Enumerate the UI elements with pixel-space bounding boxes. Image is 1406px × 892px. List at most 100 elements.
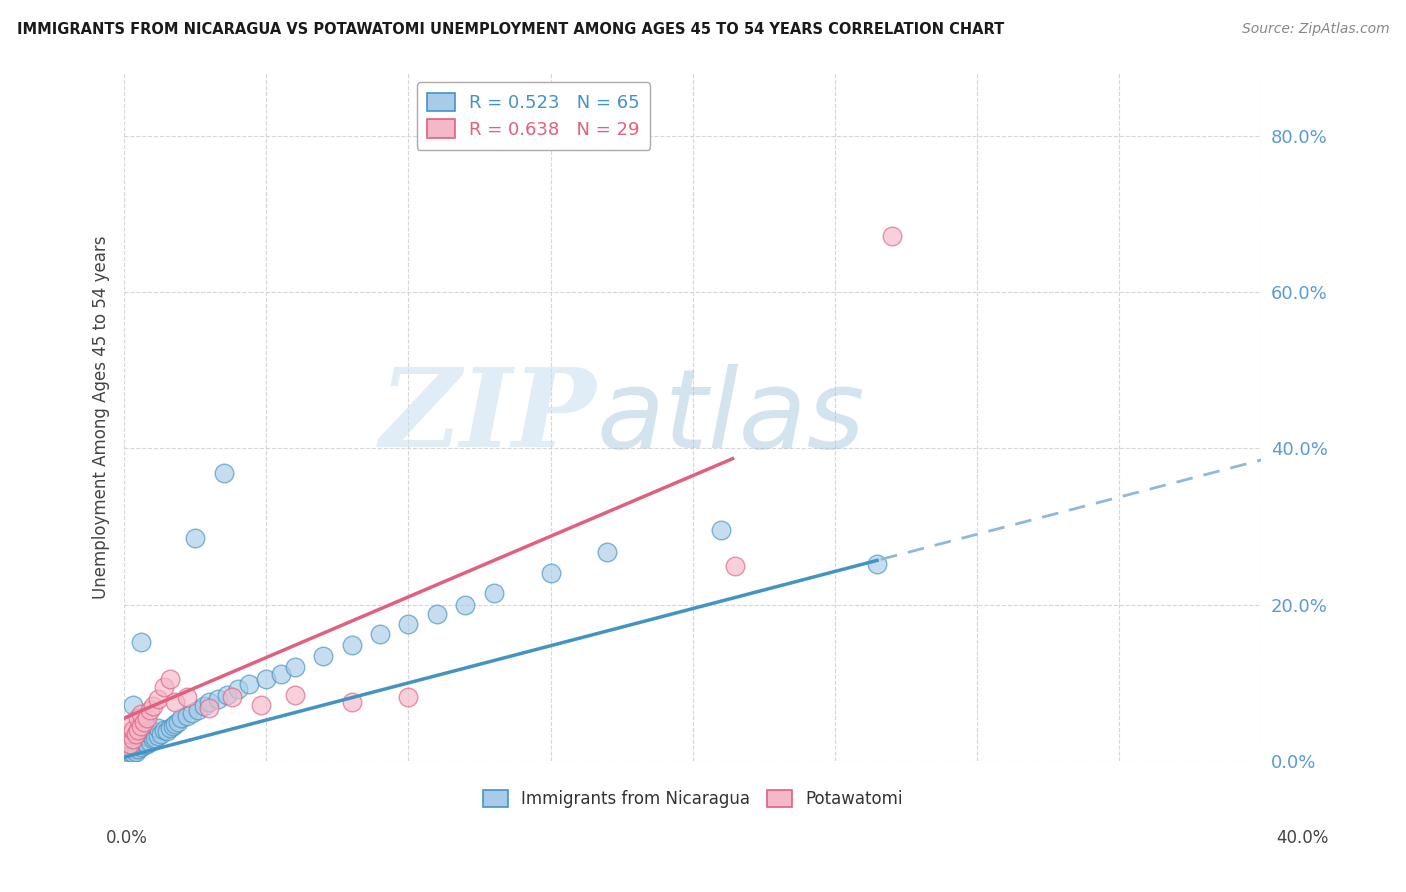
Text: ZIP: ZIP (380, 363, 596, 471)
Point (121, 698, 143, 712)
Point (866, 557, 889, 571)
Point (129, 732, 152, 747)
Point (136, 737, 159, 751)
Point (710, 524, 733, 538)
Point (165, 716, 187, 731)
Point (198, 695, 221, 709)
Point (121, 732, 143, 747)
Point (284, 660, 307, 674)
Point (170, 711, 193, 725)
Point (176, 708, 198, 723)
Point (187, 703, 209, 717)
Point (221, 690, 243, 704)
Point (724, 558, 747, 573)
Point (121, 746, 143, 760)
Point (880, 228, 903, 243)
Point (124, 727, 146, 741)
Point (148, 691, 170, 706)
Point (142, 732, 165, 747)
Point (121, 742, 143, 756)
Point (226, 682, 249, 697)
Text: atlas: atlas (596, 364, 865, 470)
Point (159, 721, 181, 735)
Point (398, 690, 420, 704)
Point (127, 711, 149, 725)
Point (129, 719, 152, 733)
Point (159, 672, 181, 686)
Point (340, 695, 363, 709)
Point (132, 714, 155, 729)
Point (176, 690, 198, 704)
Point (596, 544, 619, 558)
Point (129, 739, 152, 754)
Point (368, 627, 391, 641)
Point (118, 727, 141, 741)
Text: IMMIGRANTS FROM NICARAGUA VS POTAWATOMI UNEMPLOYMENT AMONG AGES 45 TO 54 YEARS C: IMMIGRANTS FROM NICARAGUA VS POTAWATOMI … (17, 22, 1004, 37)
Point (215, 688, 238, 702)
Point (540, 566, 562, 581)
Point (136, 711, 159, 725)
Point (181, 706, 204, 720)
Point (145, 731, 167, 745)
Point (153, 723, 176, 737)
Point (129, 635, 152, 649)
Point (156, 724, 179, 739)
Point (115, 750, 138, 764)
Point (184, 531, 207, 545)
Point (398, 617, 420, 632)
Point (426, 607, 449, 621)
Point (148, 729, 170, 743)
Point (115, 739, 138, 754)
Point (165, 695, 187, 709)
Point (340, 638, 363, 652)
Point (115, 746, 138, 760)
Point (254, 672, 277, 686)
Text: 40.0%: 40.0% (1277, 829, 1329, 847)
Point (193, 699, 215, 714)
Point (115, 742, 138, 756)
Point (118, 739, 141, 754)
Point (198, 701, 221, 715)
Point (212, 467, 235, 481)
Point (127, 742, 149, 756)
Legend: Immigrants from Nicaragua, Potawatomi: Immigrants from Nicaragua, Potawatomi (477, 783, 910, 814)
Point (132, 727, 155, 741)
Point (132, 739, 155, 753)
Text: 0.0%: 0.0% (105, 829, 148, 847)
Point (136, 729, 159, 743)
Point (115, 731, 138, 745)
Point (153, 680, 176, 694)
Point (124, 745, 146, 759)
Point (115, 739, 138, 753)
Point (127, 731, 149, 745)
Point (127, 723, 149, 737)
Text: Source: ZipAtlas.com: Source: ZipAtlas.com (1241, 22, 1389, 37)
Point (454, 598, 477, 612)
Point (139, 703, 162, 717)
Point (127, 737, 149, 751)
Point (312, 648, 335, 663)
Point (121, 737, 143, 751)
Point (142, 724, 165, 739)
Point (238, 677, 260, 691)
Point (207, 691, 229, 706)
Point (270, 666, 292, 681)
Point (139, 727, 162, 741)
Point (482, 586, 505, 600)
Point (249, 698, 271, 712)
Point (162, 719, 184, 733)
Point (150, 727, 173, 741)
Point (148, 721, 170, 735)
Point (132, 734, 155, 748)
Point (118, 747, 141, 762)
Point (142, 699, 165, 714)
Point (139, 734, 162, 748)
Y-axis label: Unemployment Among Ages 45 to 54 years: Unemployment Among Ages 45 to 54 years (93, 235, 110, 599)
Point (118, 734, 141, 748)
Point (167, 714, 190, 729)
Point (118, 745, 141, 759)
Point (121, 723, 143, 737)
Point (284, 688, 307, 702)
Point (118, 719, 141, 733)
Point (129, 707, 152, 722)
